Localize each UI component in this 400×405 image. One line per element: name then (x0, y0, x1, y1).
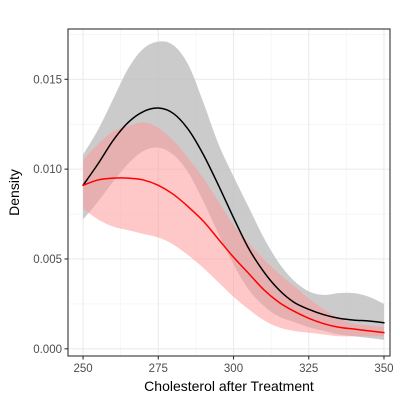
x-tick-label: 350 (374, 363, 393, 375)
plot-border (67, 28, 391, 357)
x-axis-title: Cholesterol after Treatment (144, 378, 314, 394)
density-line-black (82, 107, 385, 324)
y-tick-label: 0.005 (33, 254, 62, 266)
x-axis-ticks: 250 275 300 325 350 (73, 356, 394, 375)
confidence-bands (83, 41, 384, 340)
confidence-band-red (83, 122, 384, 337)
x-tick-label: 275 (149, 363, 168, 375)
y-tick-label: 0.010 (33, 164, 62, 176)
density-lines (82, 107, 385, 334)
x-tick-label: 300 (224, 363, 243, 375)
y-tick-label: 0.000 (33, 344, 62, 356)
y-tick-label: 0.015 (33, 74, 62, 86)
confidence-band-black (83, 41, 384, 340)
density-line-red (82, 177, 385, 334)
x-tick-label: 250 (73, 363, 92, 375)
y-axis-title: Density (6, 169, 22, 216)
y-axis-ticks: 0.000 0.005 0.010 0.015 (33, 74, 68, 356)
x-tick-label: 325 (299, 363, 318, 375)
